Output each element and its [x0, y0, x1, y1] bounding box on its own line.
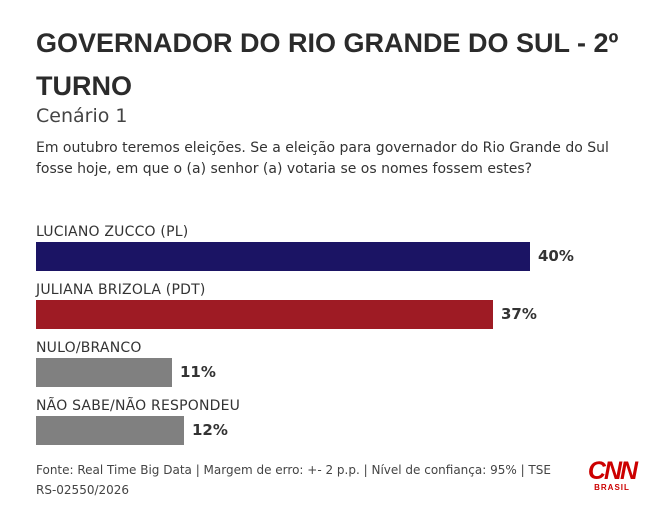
chart-title: GOVERNADOR DO RIO GRANDE DO SUL - 2º TUR…: [36, 28, 619, 101]
logo-subtext: BRASIL: [594, 483, 630, 492]
value-label: 37%: [501, 305, 537, 323]
category-label: NÃO SABE/NÃO RESPONDEU: [36, 398, 241, 414]
logo-text: CNN: [587, 457, 638, 485]
category-label: JULIANA BRIZOLA (PDT): [36, 282, 206, 298]
bar: [36, 416, 184, 445]
value-label: 40%: [538, 247, 574, 265]
cnn-brasil-logo: CNN BRASIL: [586, 459, 638, 495]
survey-question: Em outubro teremos eleições. Se a eleiçã…: [36, 140, 609, 177]
bar: [36, 242, 530, 271]
value-label: 11%: [180, 363, 216, 381]
chart-subtitle: Cenário 1: [36, 105, 128, 127]
value-label: 12%: [192, 421, 228, 439]
category-label: NULO/BRANCO: [36, 340, 142, 356]
bar: [36, 358, 172, 387]
source-note: Fonte: Real Time Big Data | Margem de er…: [36, 463, 551, 497]
bar: [36, 300, 493, 329]
category-label: LUCIANO ZUCCO (PL): [36, 224, 189, 240]
